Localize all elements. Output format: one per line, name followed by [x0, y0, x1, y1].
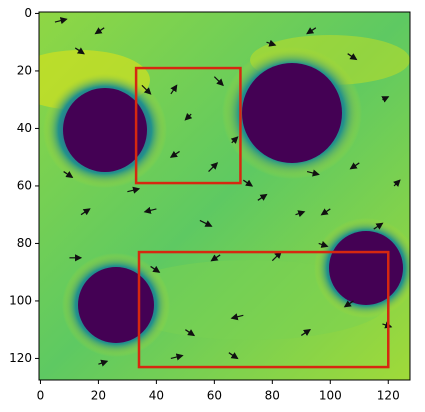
y-tick-label: 0 — [24, 6, 32, 20]
vector-arrow — [150, 265, 161, 273]
y-tick-label: 100 — [9, 293, 32, 307]
x-tick-label: 80 — [265, 389, 280, 403]
highlight-box — [134, 66, 242, 185]
vector-arrow — [306, 169, 320, 177]
vector-arrow — [184, 113, 193, 121]
vector-arrow — [210, 254, 221, 262]
vector-arrow — [271, 251, 282, 262]
vector-arrow — [243, 179, 254, 187]
vector-arrow — [170, 353, 184, 361]
vector-arrow — [80, 208, 91, 216]
x-tick-label: 120 — [377, 389, 400, 403]
vector-arrow — [94, 27, 105, 35]
vector-arrow — [199, 219, 213, 227]
vector-arrow — [320, 208, 331, 216]
x-tick-label: 20 — [91, 389, 106, 403]
vector-arrow — [170, 84, 178, 95]
obstacle — [329, 231, 403, 305]
x-tick-label: 40 — [149, 389, 164, 403]
obstacle — [78, 267, 154, 343]
vector-arrow — [228, 352, 239, 360]
y-tick-label: 20 — [17, 63, 32, 77]
vector-arrow — [127, 186, 141, 194]
vector-arrow — [141, 84, 152, 95]
vector-arrow — [318, 241, 329, 248]
x-tick-label: 100 — [319, 389, 342, 403]
vector-arrow — [143, 206, 157, 214]
vector-arrow — [393, 179, 401, 187]
vector-arrow — [349, 162, 360, 170]
axes-frame — [38, 11, 411, 381]
x-tick-label: 60 — [207, 389, 222, 403]
vector-arrow — [295, 210, 306, 218]
vector-arrow — [257, 193, 268, 201]
vector-arrow — [185, 329, 196, 337]
y-tick-label: 80 — [17, 236, 32, 250]
vector-arrow — [74, 47, 85, 55]
vector-arrow — [63, 171, 74, 178]
y-tick-label: 40 — [17, 121, 32, 135]
y-tick-label: 60 — [17, 178, 32, 192]
vector-arrow — [230, 313, 244, 321]
vector-arrow — [230, 136, 239, 144]
vector-arrow — [343, 300, 354, 308]
vector-arrow — [266, 39, 277, 47]
vector-arrow — [300, 329, 312, 336]
marks — [54, 17, 401, 369]
vector-arrow — [54, 17, 68, 25]
obstacle — [63, 88, 147, 172]
vector-arrow — [98, 359, 109, 367]
y-tick-label: 120 — [9, 351, 32, 365]
vector-arrow — [213, 76, 224, 87]
vector-arrow — [306, 27, 317, 35]
vector-arrow — [169, 150, 180, 158]
x-tick-label: 0 — [37, 389, 45, 403]
field — [39, 12, 410, 380]
vector-arrow — [382, 321, 393, 329]
vector-arrow — [381, 96, 390, 103]
highlight-box — [137, 250, 390, 369]
vector-arrow — [373, 222, 384, 230]
vector-arrow — [347, 53, 358, 61]
vector-arrow — [208, 162, 219, 172]
obstacle — [242, 63, 342, 163]
